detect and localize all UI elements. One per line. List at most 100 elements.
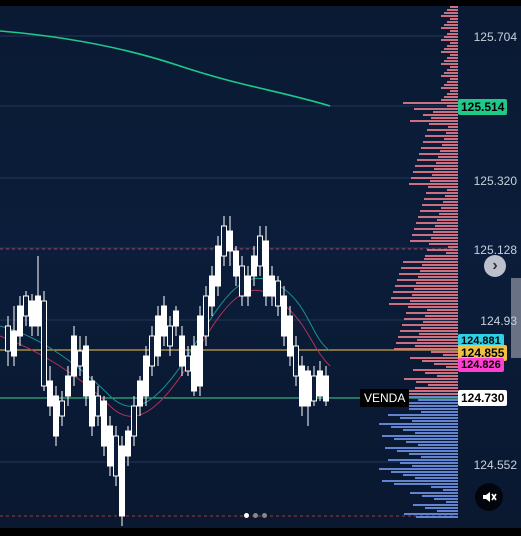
candle-body bbox=[257, 235, 263, 267]
volume-profile-bar bbox=[425, 315, 458, 317]
candle-body bbox=[11, 330, 17, 357]
volume-profile-bar bbox=[422, 264, 458, 266]
candle-body bbox=[137, 380, 143, 407]
candle-body bbox=[311, 375, 317, 402]
pagination-dot[interactable] bbox=[262, 513, 267, 518]
volume-profile-bar bbox=[446, 252, 458, 254]
volume-profile-bar bbox=[415, 345, 458, 347]
volume-profile-bar bbox=[429, 123, 458, 125]
candle-body bbox=[305, 370, 311, 407]
candle-body bbox=[113, 435, 119, 477]
edge-tab[interactable] bbox=[511, 278, 521, 358]
volume-profile-bar bbox=[428, 384, 458, 386]
volume-profile-bar bbox=[414, 108, 458, 110]
ma-short-line bbox=[0, 277, 331, 407]
volume-profile-bar bbox=[389, 303, 458, 305]
pagination-dots bbox=[244, 513, 267, 518]
volume-profile-bar bbox=[388, 459, 458, 461]
volume-profile-bar bbox=[413, 369, 458, 371]
price-tag-current: 124.730 bbox=[458, 390, 508, 406]
candle-body bbox=[185, 355, 191, 372]
volume-profile-bar bbox=[441, 27, 458, 29]
candle-body bbox=[209, 275, 215, 307]
candle-body bbox=[5, 325, 11, 352]
volume-profile-bar bbox=[415, 387, 458, 389]
ma-long-line bbox=[0, 30, 331, 107]
volume-profile-bar bbox=[441, 63, 458, 65]
volume-profile-bar bbox=[414, 228, 458, 230]
y-tick-label: 124.93 bbox=[480, 314, 517, 328]
volume-profile-bar bbox=[447, 45, 458, 47]
volume-profile-bar bbox=[441, 99, 458, 101]
volume-profile-bar bbox=[450, 18, 458, 20]
volume-profile-bar bbox=[397, 405, 458, 407]
volume-profile-bar bbox=[385, 402, 458, 404]
volume-profile-bar bbox=[416, 222, 458, 224]
volume-profile-bar bbox=[419, 333, 458, 335]
pagination-dot[interactable] bbox=[244, 513, 249, 518]
volume-profile-bar bbox=[431, 117, 458, 119]
volume-profile-bar bbox=[425, 255, 458, 257]
pagination-dot[interactable] bbox=[253, 513, 258, 518]
volume-profile-bar bbox=[420, 270, 458, 272]
volume-profile-bar bbox=[431, 237, 458, 239]
candle-body bbox=[149, 335, 155, 367]
volume-profile-bar bbox=[394, 393, 458, 395]
volume-profile-bar bbox=[379, 423, 458, 425]
volume-profile-bar bbox=[424, 258, 458, 260]
volume-profile-bar bbox=[418, 216, 458, 218]
volume-profile-bar bbox=[410, 492, 458, 494]
volume-profile-bar bbox=[421, 327, 458, 329]
volume-profile-bar bbox=[444, 96, 458, 98]
volume-profile-bar bbox=[421, 411, 458, 413]
candle-body bbox=[95, 395, 101, 417]
volume-profile-bar bbox=[447, 189, 458, 191]
volume-profile-bar bbox=[448, 126, 458, 128]
volume-profile-bar bbox=[404, 513, 458, 515]
volume-profile-bar bbox=[441, 87, 458, 89]
volume-profile-bar bbox=[438, 156, 458, 158]
volume-profile-bar bbox=[441, 207, 458, 209]
volume-profile-bar bbox=[410, 357, 458, 359]
volume-profile-bar bbox=[416, 516, 458, 518]
volume-profile-bar bbox=[444, 60, 458, 62]
volume-profile-bar bbox=[400, 330, 458, 332]
next-button[interactable]: › bbox=[484, 255, 506, 277]
volume-profile-bar bbox=[418, 276, 458, 278]
volume-profile-bar bbox=[447, 57, 458, 59]
candle-body bbox=[143, 355, 149, 397]
volume-profile-bar bbox=[436, 162, 458, 164]
candle-body bbox=[269, 275, 275, 297]
candle-body bbox=[233, 250, 239, 277]
candle-body bbox=[155, 315, 161, 357]
volume-profile-bar bbox=[443, 201, 458, 203]
volume-profile-bar bbox=[447, 105, 458, 107]
volume-profile-bar bbox=[430, 180, 458, 182]
volume-profile-bar bbox=[433, 111, 458, 113]
volume-profile-bar bbox=[434, 168, 458, 170]
volume-profile-bar bbox=[399, 273, 458, 275]
volume-profile-bar bbox=[423, 141, 458, 143]
volume-profile-bar bbox=[410, 120, 458, 122]
y-tick-label: 124.552 bbox=[473, 458, 517, 472]
volume-profile-bar bbox=[417, 159, 458, 161]
candle-body bbox=[23, 295, 29, 317]
volume-profile-bar bbox=[397, 450, 458, 452]
volume-profile-bar bbox=[391, 426, 458, 428]
volume-profile-bar bbox=[441, 39, 458, 41]
volume-profile-bar bbox=[427, 129, 458, 131]
candle-body bbox=[251, 255, 257, 277]
candle-body bbox=[299, 365, 305, 407]
mute-icon bbox=[483, 492, 497, 502]
volume-profile-bar bbox=[421, 456, 458, 458]
volume-profile-bar bbox=[450, 42, 458, 44]
volume-profile-bar bbox=[444, 12, 458, 14]
mute-button[interactable] bbox=[475, 483, 503, 511]
volume-profile-bar bbox=[394, 438, 458, 440]
candle-body bbox=[101, 400, 107, 447]
price-chart: 125.704 125.320 125.128 124.93 124.552 1… bbox=[0, 6, 521, 528]
volume-profile-bar bbox=[450, 6, 458, 8]
volume-profile-bar bbox=[411, 177, 458, 179]
candle-body bbox=[323, 375, 329, 402]
volume-profile-bar bbox=[406, 441, 458, 443]
